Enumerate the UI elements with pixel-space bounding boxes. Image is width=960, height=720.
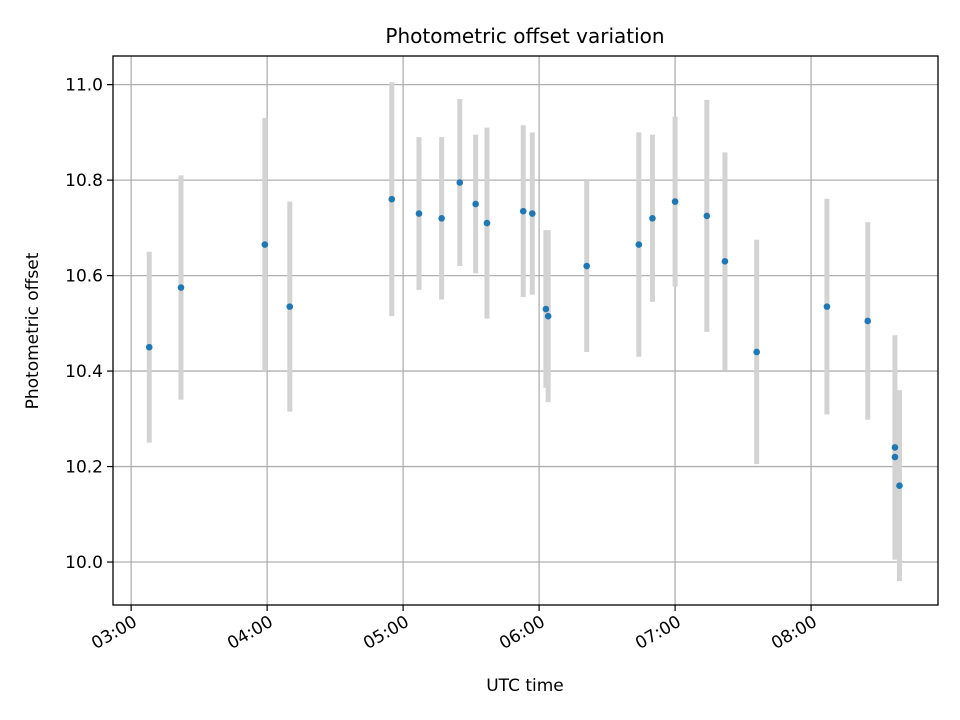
data-point <box>649 215 656 222</box>
data-point <box>286 303 294 310</box>
grid <box>113 56 938 605</box>
data-point <box>721 257 729 265</box>
x-axis-title: UTC time <box>486 676 564 696</box>
data-point <box>583 262 590 270</box>
data-point <box>671 198 679 205</box>
data-point <box>177 284 185 291</box>
error-bars <box>146 82 902 582</box>
data-point <box>456 179 464 186</box>
x-axis: 03:00 04:00 05:00 06:00 07:00 08:00 <box>88 605 821 654</box>
data-point <box>544 312 552 320</box>
data-point <box>703 212 711 220</box>
data-point <box>635 241 643 248</box>
data-point <box>145 343 153 351</box>
y-axis-title: Photometric offset <box>23 252 43 409</box>
data-point <box>864 317 872 325</box>
data-point <box>823 303 831 310</box>
data-points <box>145 179 903 489</box>
y-tick-label: 10.6 <box>65 267 103 287</box>
chart-title: Photometric offset variation <box>385 24 664 48</box>
x-tick-label: 07:00 <box>632 612 684 654</box>
x-tick-label: 05:00 <box>360 612 412 654</box>
x-tick-label: 04:00 <box>224 612 276 654</box>
data-point <box>542 305 550 313</box>
data-point <box>519 207 527 215</box>
data-point <box>891 444 899 451</box>
data-point <box>896 482 903 489</box>
data-point <box>438 215 445 222</box>
data-point <box>415 210 423 217</box>
x-tick-label: 08:00 <box>768 612 820 654</box>
y-tick-label: 10.4 <box>65 362 103 382</box>
y-tick-label: 10.0 <box>65 553 103 573</box>
data-point <box>753 348 760 356</box>
data-point <box>472 200 479 208</box>
y-tick-label: 10.8 <box>65 171 103 191</box>
data-point <box>891 453 899 461</box>
y-tick-label: 11.0 <box>65 76 103 96</box>
y-axis: 10.0 10.2 10.4 10.6 10.8 11.0 <box>65 76 113 573</box>
y-tick-label: 10.2 <box>65 458 103 478</box>
data-point <box>483 219 491 227</box>
x-tick-label: 06:00 <box>496 612 548 654</box>
plot-frame <box>112 55 939 606</box>
data-point <box>528 210 536 217</box>
data-point <box>261 241 269 248</box>
data-point <box>388 195 396 203</box>
x-tick-label: 03:00 <box>88 612 140 654</box>
